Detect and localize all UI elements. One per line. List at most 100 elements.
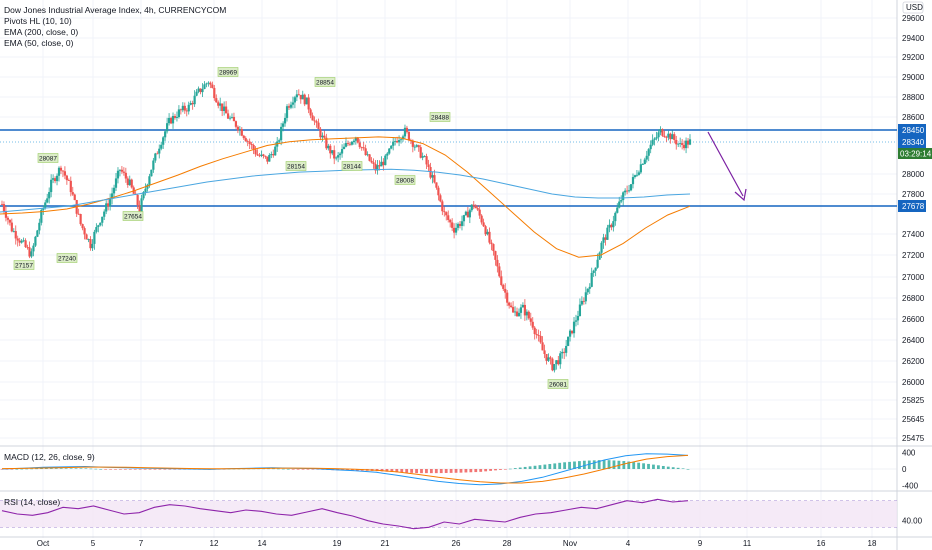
candle-5 xyxy=(10,218,13,233)
macd-hist-bar xyxy=(415,469,418,474)
time-tick-label: 16 xyxy=(817,539,826,548)
candle-body xyxy=(511,307,515,313)
candle-body xyxy=(384,155,387,166)
candle-body xyxy=(629,184,633,191)
candle-body xyxy=(223,106,226,111)
candle-130 xyxy=(256,149,259,156)
candle-317 xyxy=(624,188,627,196)
candle-body xyxy=(321,135,324,138)
candle-body xyxy=(415,145,418,147)
candle-101 xyxy=(199,88,202,95)
candle-213 xyxy=(419,144,422,159)
candle-73 xyxy=(144,183,147,196)
candle-body xyxy=(120,169,124,172)
candle-body xyxy=(633,175,637,178)
pivot-text: 27654 xyxy=(124,214,142,221)
candle-339 xyxy=(667,130,670,141)
candle-body xyxy=(34,236,37,246)
candle-196 xyxy=(386,151,389,160)
candle-176 xyxy=(346,140,350,147)
macd-hist-bar xyxy=(543,464,547,469)
candle-body xyxy=(97,225,100,228)
candle-body xyxy=(189,103,192,105)
ema50-line xyxy=(0,136,691,258)
candle-body xyxy=(578,304,582,317)
candle-body xyxy=(441,201,444,212)
candle-76 xyxy=(150,169,153,177)
candle-body xyxy=(18,240,21,243)
time-tick-label: 19 xyxy=(333,539,342,548)
macd-hist-bar xyxy=(153,469,157,470)
candle-192 xyxy=(378,160,381,171)
macd-hist-bar xyxy=(286,468,290,470)
candle-body xyxy=(614,212,617,222)
candle-body xyxy=(476,208,479,210)
ema-lines xyxy=(0,136,691,258)
macd-hist-bar xyxy=(69,468,73,469)
candle-110 xyxy=(217,100,220,109)
indicator-ema200[interactable]: EMA (200, close, 0) xyxy=(4,27,79,37)
macd-label[interactable]: MACD (12, 26, close, 9) xyxy=(4,452,95,462)
candle-body xyxy=(366,154,369,156)
indicator-pivots[interactable]: Pivots HL (10, 10) xyxy=(4,16,72,26)
price-tick-label: 26000 xyxy=(902,378,925,387)
pivot-labels: 28087 27157 27240 27654 28969 28154 28854 28144… xyxy=(13,67,569,389)
macd-hist-bar xyxy=(311,469,315,470)
candle-4 xyxy=(8,219,11,226)
candle-98 xyxy=(193,90,196,107)
candle-285 xyxy=(561,348,564,359)
rsi-label[interactable]: RSI (14, close) xyxy=(4,497,61,507)
candle-body xyxy=(0,204,4,205)
candle-308 xyxy=(606,224,609,240)
candle-body xyxy=(671,134,674,140)
price-tick-label: 25475 xyxy=(902,434,925,443)
macd-hist-bar xyxy=(148,469,152,470)
candle-body xyxy=(105,203,108,212)
candle-96 xyxy=(189,100,192,106)
candle-body xyxy=(242,135,245,139)
indicator-ema50[interactable]: EMA (50, close, 0) xyxy=(4,38,74,48)
candle-320 xyxy=(629,184,633,192)
candle-322 xyxy=(633,174,637,179)
candle-body xyxy=(327,145,330,149)
candle-body xyxy=(89,239,92,249)
candle-253 xyxy=(498,262,501,278)
candle-body xyxy=(433,175,436,183)
candle-106 xyxy=(209,81,212,89)
candle-body xyxy=(4,211,8,218)
macd-hist-bar xyxy=(30,468,34,470)
macd-hist-bar xyxy=(15,468,19,470)
candle-body xyxy=(12,231,15,232)
candle-body xyxy=(494,251,497,260)
candle-body xyxy=(624,190,627,193)
candle-71 xyxy=(140,194,143,214)
candle-body xyxy=(26,246,29,248)
candle-325 xyxy=(639,158,642,175)
macd-hist-bar xyxy=(0,469,4,470)
candle-body xyxy=(93,231,96,244)
candle-263 xyxy=(517,308,521,317)
candle-body xyxy=(185,110,188,112)
macd-hist-bar xyxy=(592,460,596,469)
macd-hist-bar xyxy=(459,469,463,473)
candle-150 xyxy=(295,90,298,102)
price-tick-label: 29000 xyxy=(902,73,925,82)
candle-body xyxy=(266,156,269,162)
price-tick-label: 28600 xyxy=(902,113,925,122)
time-tick-label: 7 xyxy=(139,539,144,548)
candle-body xyxy=(661,128,664,136)
candle-92 xyxy=(181,102,184,113)
candle-body xyxy=(329,145,332,154)
time-tick-label: 12 xyxy=(210,539,219,548)
candle-body xyxy=(419,147,422,158)
price-tag-bg xyxy=(898,124,926,136)
candle-body xyxy=(508,302,511,306)
macd-hist-bar xyxy=(84,468,88,470)
candle-237 xyxy=(466,206,469,218)
candle-132 xyxy=(260,150,263,158)
candle-body xyxy=(287,106,291,108)
candle-body xyxy=(531,321,534,328)
candle-body xyxy=(590,272,593,287)
time-tick-label: 18 xyxy=(868,539,877,548)
